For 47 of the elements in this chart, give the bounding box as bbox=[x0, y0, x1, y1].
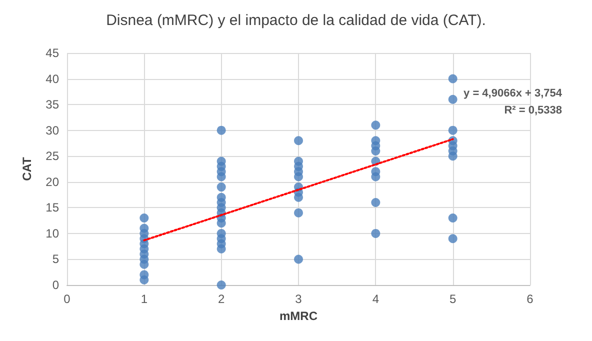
point bbox=[294, 208, 303, 218]
point bbox=[371, 146, 380, 156]
point bbox=[294, 172, 303, 182]
y-tick-label: 40 bbox=[46, 72, 60, 86]
x-axis-title: mMRC bbox=[280, 308, 318, 323]
y-tick-label: 25 bbox=[46, 149, 60, 164]
point bbox=[294, 136, 303, 146]
point bbox=[448, 126, 458, 135]
point bbox=[371, 228, 380, 238]
point bbox=[140, 260, 149, 269]
point bbox=[448, 234, 458, 244]
y-tick-label: 30 bbox=[46, 123, 60, 138]
point bbox=[448, 213, 458, 222]
y-tick-label: 35 bbox=[46, 98, 60, 112]
point bbox=[448, 152, 458, 161]
point bbox=[371, 120, 380, 130]
point bbox=[140, 213, 149, 222]
point bbox=[371, 172, 380, 182]
point bbox=[216, 126, 226, 135]
point bbox=[448, 74, 458, 84]
point bbox=[448, 94, 458, 104]
point bbox=[216, 172, 226, 182]
y-tick-label: 5 bbox=[52, 252, 60, 266]
y-axis-title: CAT bbox=[20, 156, 34, 181]
y-tick-label: 15 bbox=[46, 200, 60, 215]
x-tick-label: 3 bbox=[295, 292, 302, 306]
point bbox=[216, 280, 226, 290]
point bbox=[140, 275, 149, 284]
y-tick-label: 10 bbox=[46, 226, 60, 240]
annotation: y = 4,9066x + 3,754 bbox=[464, 88, 563, 100]
x-tick-label: 4 bbox=[372, 292, 380, 306]
x-tick-label: 6 bbox=[526, 292, 534, 306]
point bbox=[294, 254, 303, 264]
y-tick-label: 45 bbox=[46, 46, 60, 60]
point bbox=[216, 182, 226, 192]
x-tick-label: 2 bbox=[218, 292, 225, 306]
x-tick-label: 1 bbox=[140, 292, 148, 306]
x-tick-label: 0 bbox=[64, 292, 71, 306]
point bbox=[216, 218, 226, 228]
point bbox=[371, 198, 380, 208]
x-tick-label: 5 bbox=[449, 292, 456, 306]
annotation: R² = 0,5338 bbox=[504, 104, 562, 116]
point bbox=[294, 192, 303, 202]
point bbox=[216, 244, 226, 254]
y-tick-label: 0 bbox=[52, 278, 60, 292]
y-tick-label: 20 bbox=[46, 174, 60, 189]
chart-title: Disnea (mMRC) y el impacto de la calidad de vida (CAT). bbox=[106, 12, 486, 29]
